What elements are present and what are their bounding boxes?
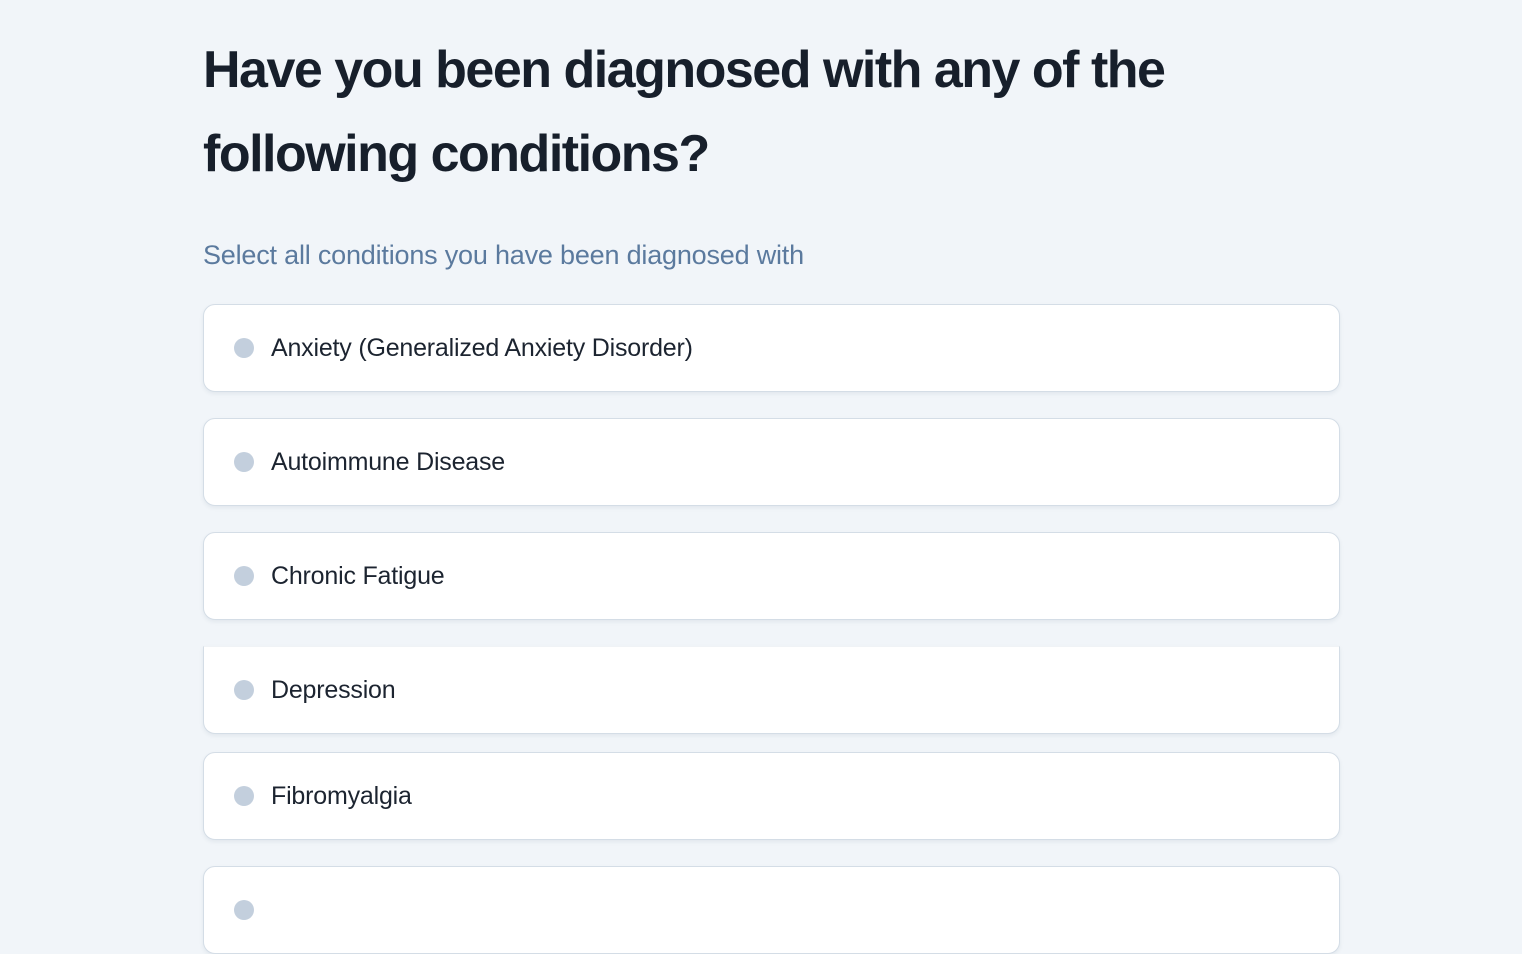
question-panel: Have you been diagnosed with any of the … bbox=[203, 28, 1340, 954]
options-list: Anxiety (Generalized Anxiety Disorder) A… bbox=[203, 304, 1340, 954]
option-dot-icon bbox=[234, 786, 254, 806]
option-card[interactable] bbox=[203, 866, 1340, 954]
option-dot-icon bbox=[234, 900, 254, 920]
option-label: Autoimmune Disease bbox=[271, 447, 506, 476]
option-card[interactable]: Fibromyalgia bbox=[203, 752, 1340, 840]
option-card[interactable]: Chronic Fatigue bbox=[203, 532, 1340, 620]
option-dot-icon bbox=[234, 338, 254, 358]
option-dot-icon bbox=[234, 566, 254, 586]
option-card[interactable]: Depression bbox=[203, 646, 1340, 734]
question-title: Have you been diagnosed with any of the … bbox=[203, 41, 1166, 183]
option-dot-icon bbox=[234, 680, 254, 700]
option-dot-icon bbox=[234, 452, 254, 472]
option-card[interactable]: Anxiety (Generalized Anxiety Disorder) bbox=[203, 304, 1340, 392]
option-label: Chronic Fatigue bbox=[271, 561, 445, 590]
option-label: Depression bbox=[271, 675, 396, 704]
question-subtitle: Select all conditions you have been diag… bbox=[203, 240, 804, 270]
option-label: Fibromyalgia bbox=[271, 781, 412, 810]
survey-page: { "question": { "title": "Have you been … bbox=[0, 28, 1522, 954]
option-label: Anxiety (Generalized Anxiety Disorder) bbox=[271, 333, 693, 362]
option-card[interactable]: Autoimmune Disease bbox=[203, 418, 1340, 506]
